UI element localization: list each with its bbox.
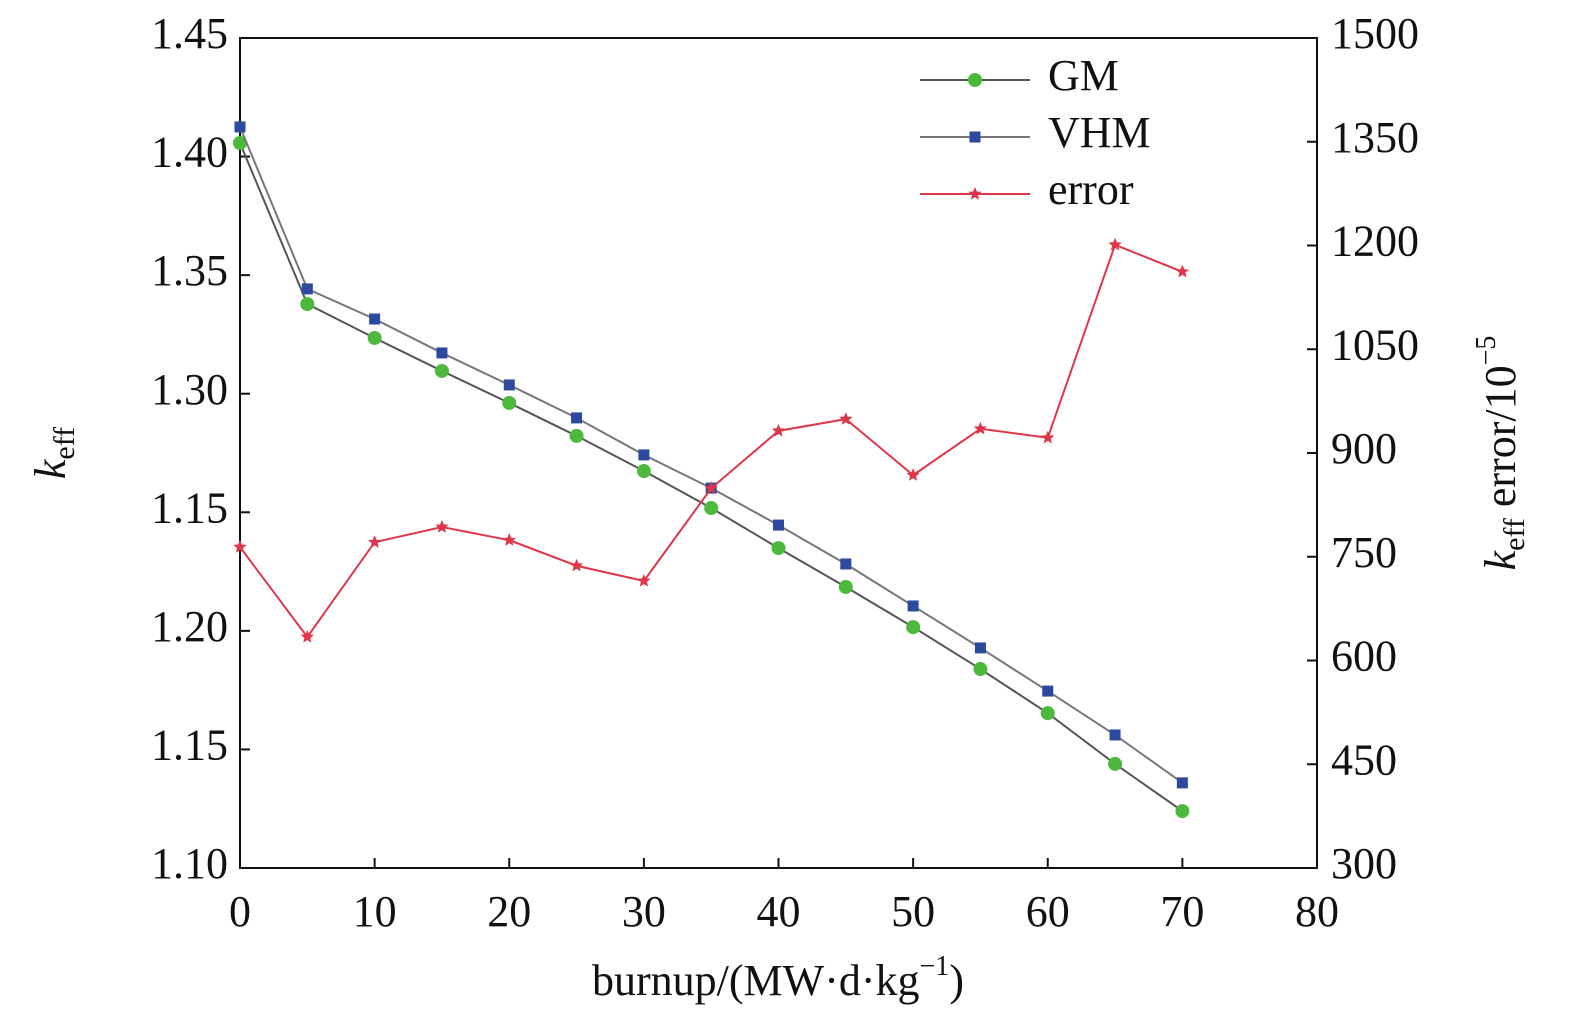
legend-marker	[969, 131, 981, 143]
x-tick-label: 10	[353, 887, 397, 936]
data-point	[840, 558, 852, 570]
data-point	[907, 600, 919, 612]
y2-axis-label: keff error/10−5	[1471, 336, 1530, 571]
legend-label: VHM	[1048, 108, 1151, 157]
x-tick-label: 20	[487, 887, 531, 936]
series-line	[239, 142, 1183, 812]
x-tick-label: 40	[757, 887, 801, 936]
data-point	[636, 464, 651, 479]
y-tick-label: 1.15	[151, 721, 228, 770]
y2-tick-label: 450	[1331, 735, 1397, 784]
data-point	[300, 297, 315, 312]
y2-tick-label: 1050	[1331, 320, 1419, 369]
series-line	[239, 243, 1183, 639]
data-point	[233, 136, 247, 151]
x-tick-label: 70	[1160, 887, 1204, 936]
data-point	[1041, 430, 1055, 444]
data-point	[502, 533, 516, 546]
legend-marker	[968, 187, 982, 200]
data-point	[839, 412, 853, 425]
data-point	[1042, 685, 1054, 697]
y-tick-label: 1.45	[151, 9, 228, 58]
data-point	[1175, 264, 1189, 278]
data-point	[367, 330, 382, 345]
data-point	[906, 620, 921, 635]
data-point	[973, 662, 988, 677]
data-point	[1108, 756, 1123, 771]
data-point	[638, 449, 650, 461]
x-tick-label: 0	[229, 887, 251, 936]
data-point	[1040, 706, 1055, 721]
data-point	[569, 428, 584, 443]
y-tick-label: 1.35	[151, 246, 228, 295]
y-tick-label: 1.10	[151, 839, 228, 888]
legend-label: error	[1048, 165, 1134, 214]
data-point	[906, 468, 920, 481]
data-point	[1176, 777, 1188, 789]
data-point	[773, 519, 784, 531]
y-tick-label: 1.15	[151, 483, 228, 532]
y-axis-label: keff	[26, 427, 81, 479]
data-point	[434, 363, 449, 378]
legend-marker	[968, 73, 982, 87]
data-point	[571, 412, 583, 424]
data-point	[771, 423, 786, 437]
y2-tick-label: 900	[1331, 424, 1397, 473]
y2-tick-label: 1200	[1331, 217, 1419, 266]
y-tick-label: 1.40	[151, 128, 228, 177]
data-point	[502, 395, 517, 410]
y2-tick-label: 300	[1331, 839, 1397, 888]
data-point	[436, 347, 448, 359]
data-point	[1175, 804, 1190, 819]
plot-frame	[239, 37, 1318, 869]
x-tick-label: 80	[1295, 887, 1339, 936]
y-tick-label: 1.30	[151, 365, 228, 414]
legend-label: GM	[1048, 51, 1119, 100]
data-point	[974, 642, 986, 654]
x-tick-label: 60	[1026, 887, 1070, 936]
x-tick-label: 50	[891, 887, 935, 936]
y2-tick-label: 600	[1331, 632, 1397, 681]
data-point	[503, 379, 515, 391]
x-axis-label: burnup/(MW·d·kg−1)	[592, 951, 964, 1005]
data-point	[435, 520, 449, 533]
data-point	[368, 535, 382, 548]
data-point	[234, 121, 246, 133]
data-point	[704, 481, 718, 494]
data-point	[369, 313, 381, 325]
y2-tick-label: 750	[1331, 528, 1397, 577]
data-point	[300, 630, 314, 643]
data-point	[1108, 237, 1122, 251]
data-point	[301, 283, 313, 295]
y2-tick-label: 1350	[1331, 113, 1419, 162]
data-point	[771, 541, 786, 556]
y-tick-label: 1.20	[151, 602, 228, 651]
data-point	[704, 501, 719, 516]
y2-tick-label: 1500	[1331, 9, 1419, 58]
data-point	[637, 574, 651, 587]
x-tick-label: 30	[622, 887, 666, 936]
series-line	[239, 126, 1183, 784]
data-point	[569, 558, 584, 572]
data-point	[973, 421, 988, 435]
data-point	[838, 579, 853, 594]
data-point	[1109, 729, 1121, 741]
data-point	[233, 540, 247, 553]
